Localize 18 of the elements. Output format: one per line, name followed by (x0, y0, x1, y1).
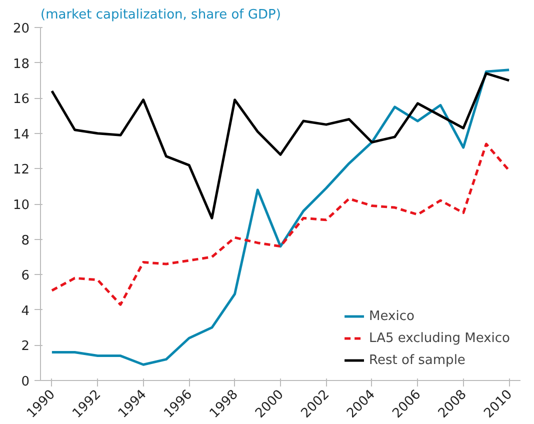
legend-label: LA5 excluding Mexico (369, 330, 510, 346)
y-tick-label: 14 (12, 127, 30, 142)
y-tick-label: 12 (12, 162, 30, 178)
line-series (50, 72, 510, 220)
y-tick-label: 2 (21, 339, 30, 354)
y-tick-label: 10 (12, 198, 30, 213)
y-tick-label: 20 (12, 22, 30, 36)
legend-label: Mexico (369, 308, 414, 324)
y-tick-label: 4 (21, 304, 30, 319)
line-series (50, 142, 510, 306)
line-series (50, 68, 510, 366)
y-tick-label: 16 (12, 92, 30, 108)
y-tick-label: 0 (21, 374, 30, 390)
chart-subtitle: (market capitalization, share of GDP) (40, 8, 281, 22)
y-tick-label: 18 (12, 56, 30, 72)
y-tick-label: 6 (21, 268, 30, 284)
y-tick-label: 8 (21, 233, 30, 248)
legend-label: Rest of sample (369, 352, 466, 368)
